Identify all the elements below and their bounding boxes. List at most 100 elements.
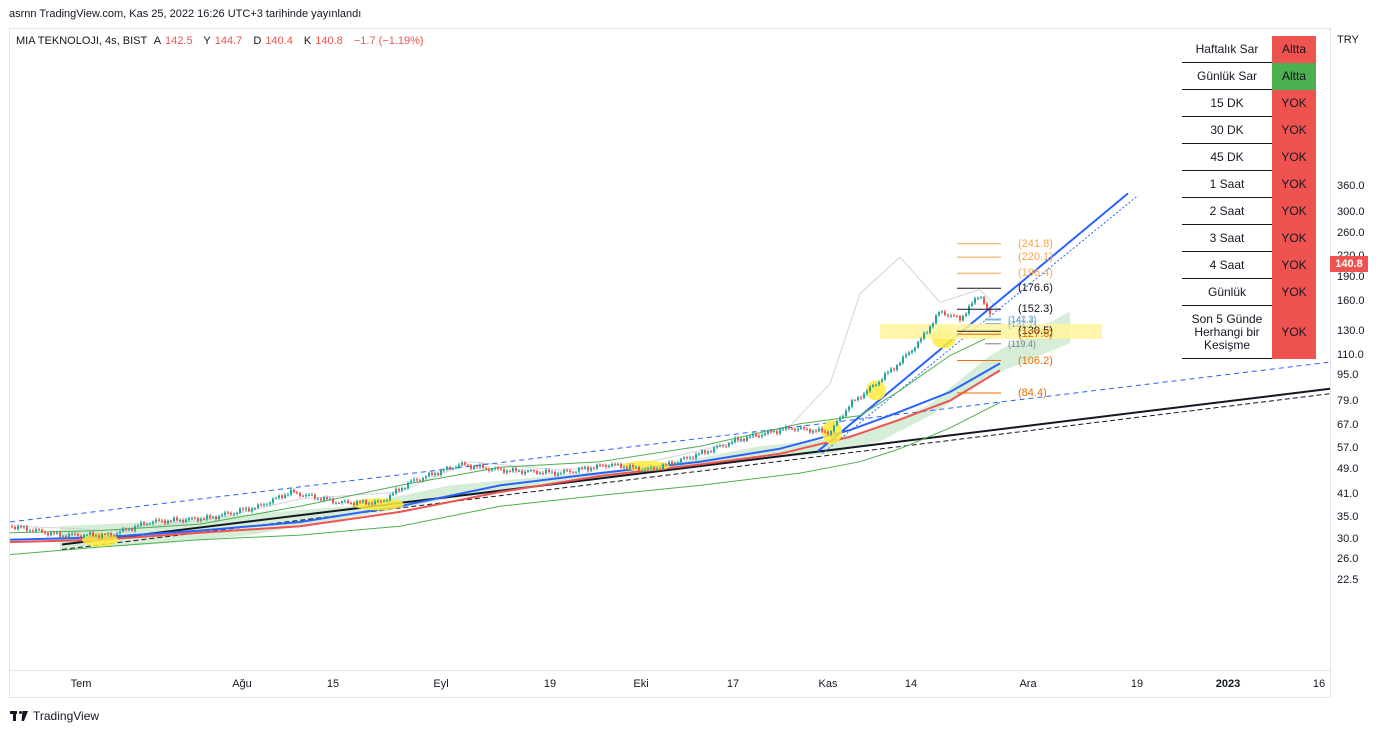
candle-body bbox=[656, 468, 658, 470]
candle-body bbox=[89, 532, 91, 535]
candle-body bbox=[653, 467, 655, 470]
candle-body bbox=[320, 498, 322, 501]
candle-body bbox=[956, 315, 958, 317]
candle-body bbox=[959, 316, 961, 321]
candle-body bbox=[521, 470, 523, 474]
candle-body bbox=[593, 468, 595, 470]
candle-body bbox=[509, 470, 511, 472]
candle-body bbox=[116, 533, 118, 536]
candle-body bbox=[293, 490, 295, 493]
candle-body bbox=[50, 532, 52, 536]
candle-body bbox=[701, 450, 703, 454]
candle-body bbox=[794, 429, 796, 431]
candle-body bbox=[482, 464, 484, 468]
candle-body bbox=[797, 429, 799, 431]
status-name: 3 Saat bbox=[1182, 224, 1272, 252]
candle-body bbox=[530, 470, 532, 471]
candle-body bbox=[278, 495, 280, 498]
candle-body bbox=[29, 530, 31, 532]
candle-body bbox=[374, 501, 376, 505]
candle-body bbox=[134, 526, 136, 531]
candle-body bbox=[152, 521, 154, 524]
date-tick-label: Ara bbox=[1019, 678, 1037, 690]
high-value: 144.7 bbox=[214, 35, 243, 47]
high-label: Y bbox=[203, 35, 211, 47]
candle-body bbox=[476, 466, 478, 468]
candle-body bbox=[650, 467, 652, 469]
candle-body bbox=[143, 522, 145, 525]
fib-level-label: (127.8) bbox=[1018, 328, 1053, 341]
candle-body bbox=[344, 500, 346, 502]
candle-body bbox=[167, 520, 169, 524]
candle-body bbox=[221, 514, 223, 516]
candle-body bbox=[932, 323, 934, 327]
ghost-price-line bbox=[19, 256, 1001, 532]
candle-body bbox=[761, 435, 763, 437]
price-tick-label: 130.0 bbox=[1337, 324, 1365, 337]
candle-body bbox=[422, 478, 424, 481]
close-label: K bbox=[303, 35, 312, 47]
candle-body bbox=[755, 434, 757, 436]
candle-body bbox=[335, 502, 337, 504]
candle-body bbox=[140, 522, 142, 526]
candle-body bbox=[557, 473, 559, 476]
status-value: YOK bbox=[1272, 116, 1316, 144]
candle-body bbox=[59, 532, 61, 537]
candle-body bbox=[494, 467, 496, 470]
candle-body bbox=[281, 495, 283, 498]
candle-body bbox=[314, 494, 316, 499]
candle-body bbox=[596, 464, 598, 469]
candle-body bbox=[11, 526, 13, 528]
candle-body bbox=[812, 430, 814, 433]
candle-body bbox=[524, 471, 526, 474]
candle-body bbox=[539, 473, 541, 474]
candle-body bbox=[164, 520, 166, 524]
candle-body bbox=[554, 471, 556, 476]
candle-body bbox=[377, 500, 379, 502]
candle-body bbox=[911, 350, 913, 353]
candle-body bbox=[707, 451, 709, 454]
candle-body bbox=[368, 503, 370, 505]
candle-body bbox=[644, 469, 646, 471]
candle-body bbox=[746, 436, 748, 441]
candle-body bbox=[473, 466, 475, 469]
candle-body bbox=[704, 450, 706, 454]
candle-body bbox=[806, 428, 808, 430]
candle-body bbox=[944, 311, 946, 316]
candle-body bbox=[119, 531, 121, 534]
fib-level-label: (152.3) bbox=[1018, 303, 1053, 316]
date-tick-label: Eki bbox=[633, 678, 649, 690]
candle-body bbox=[920, 338, 922, 342]
candle-body bbox=[716, 446, 718, 448]
candle-body bbox=[47, 533, 49, 536]
status-row: 1 Saat YOK bbox=[1182, 170, 1316, 198]
candle-body bbox=[464, 462, 466, 465]
candle-body bbox=[380, 500, 382, 502]
open-value: 142.5 bbox=[165, 35, 193, 47]
status-row: 30 DK YOK bbox=[1182, 116, 1316, 144]
status-value: YOK bbox=[1272, 251, 1316, 279]
candle-body bbox=[545, 469, 547, 474]
candle-body bbox=[866, 391, 868, 394]
candle-body bbox=[977, 298, 979, 299]
candle-body bbox=[914, 347, 916, 351]
candle-body bbox=[197, 518, 199, 521]
candle-body bbox=[311, 494, 313, 496]
close-value: 140.8 bbox=[315, 35, 343, 47]
candle-body bbox=[260, 504, 262, 506]
candle-body bbox=[731, 441, 733, 444]
price-tick-label: 79.0 bbox=[1337, 395, 1359, 408]
status-value: YOK bbox=[1272, 197, 1316, 225]
candle-body bbox=[68, 533, 70, 537]
candle-body bbox=[149, 523, 151, 525]
candle-body bbox=[206, 515, 208, 520]
status-value: YOK bbox=[1272, 143, 1316, 171]
candle-body bbox=[575, 471, 577, 473]
candle-body bbox=[23, 526, 25, 528]
candle-body bbox=[233, 513, 235, 515]
candle-body bbox=[749, 436, 751, 438]
candle-body bbox=[455, 467, 457, 469]
candle-body bbox=[617, 463, 619, 465]
status-row: Son 5 Günde Herhangi bir Kesişme YOK bbox=[1182, 305, 1316, 359]
